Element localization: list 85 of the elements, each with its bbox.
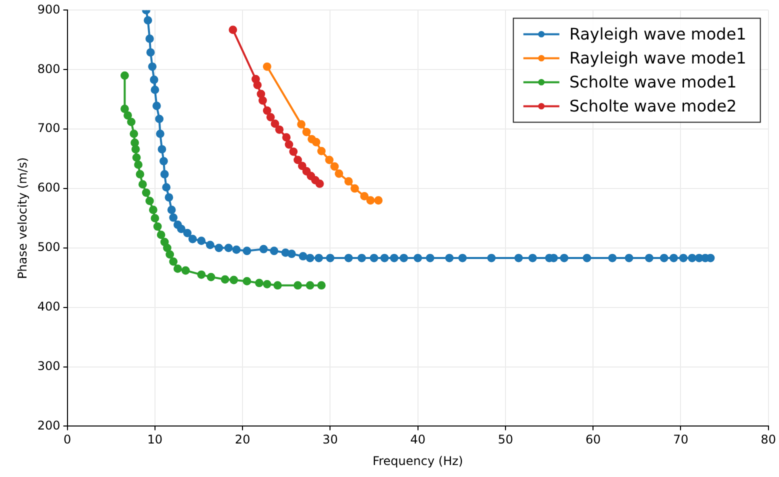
point (315, 180, 324, 188)
legend-label: Scholte wave mode1 (569, 72, 737, 92)
point (127, 118, 136, 126)
point (174, 264, 182, 273)
x-tick-label: 40 (410, 432, 426, 447)
point (270, 120, 280, 128)
point (334, 169, 344, 178)
point (120, 71, 129, 80)
point (262, 62, 272, 71)
point (150, 214, 160, 222)
point (142, 188, 150, 197)
point (366, 196, 375, 205)
point (124, 111, 132, 120)
x-tick-label: 50 (498, 432, 514, 447)
point (325, 156, 334, 164)
point (273, 281, 282, 290)
point (132, 153, 141, 162)
point (344, 177, 353, 186)
point (289, 147, 298, 156)
point (298, 162, 306, 170)
point (360, 192, 369, 200)
legend-label: Rayleigh wave mode1 (569, 24, 746, 44)
point (134, 160, 142, 169)
point (258, 96, 267, 105)
y-tick-label: 600 (37, 180, 60, 195)
point (262, 106, 272, 115)
point (266, 112, 275, 122)
y-tick-label: 200 (37, 418, 60, 432)
point (166, 250, 174, 259)
point (294, 156, 302, 164)
x-axis-title: Frequency (Hz) (372, 454, 464, 468)
point (228, 26, 238, 34)
point (317, 281, 326, 290)
point (302, 167, 311, 176)
legend-label: Rayleigh wave mode1 (569, 48, 746, 68)
point (230, 276, 238, 284)
point (120, 104, 129, 114)
point (130, 138, 139, 147)
x-tick-label: 30 (322, 432, 338, 447)
point (163, 244, 172, 252)
point (350, 184, 359, 193)
point (284, 140, 294, 149)
x-tick-label: 10 (147, 432, 163, 447)
point (148, 206, 158, 214)
point (297, 120, 306, 129)
point (197, 270, 206, 279)
x-tick-label: 70 (673, 432, 688, 447)
point (206, 272, 216, 282)
point (156, 230, 166, 240)
point (181, 266, 190, 275)
point (153, 222, 162, 231)
x-tick-label: 60 (585, 432, 601, 447)
point (317, 146, 326, 156)
point (262, 280, 272, 288)
point (136, 170, 144, 178)
legend-label: Scholte wave mode2 (569, 96, 737, 116)
y-tick-label: 700 (37, 121, 60, 136)
point (312, 138, 320, 146)
point (306, 281, 314, 290)
point (131, 145, 140, 154)
point (169, 257, 178, 266)
point (294, 281, 302, 290)
point (253, 80, 262, 90)
point (282, 133, 291, 142)
point (130, 130, 138, 138)
point (302, 128, 311, 136)
x-tick-label: 80 (760, 432, 776, 447)
y-tick-label: 800 (37, 62, 60, 76)
point (330, 162, 339, 171)
point (256, 90, 266, 98)
point (255, 278, 264, 288)
y-tick-label: 300 (37, 358, 60, 373)
x-tick-label: 0 (63, 432, 72, 447)
y-tick-label: 400 (37, 299, 60, 314)
point (160, 238, 169, 246)
y-axis-title: Phase velocity (m/s) (15, 157, 30, 280)
point (374, 196, 383, 205)
y-tick-label: 500 (37, 240, 60, 254)
point (275, 125, 284, 134)
point (220, 275, 230, 284)
y-tick-label: 900 (37, 2, 60, 16)
point (242, 276, 252, 286)
point (145, 196, 154, 206)
x-tick-label: 20 (234, 432, 250, 447)
point (138, 180, 147, 189)
